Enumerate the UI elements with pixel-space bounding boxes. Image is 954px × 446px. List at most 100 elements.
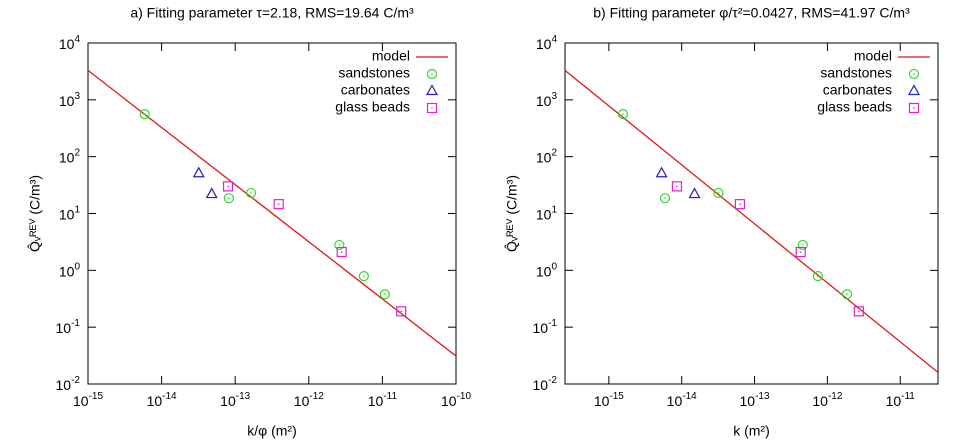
marker-ring [812,271,823,282]
marker [426,102,438,114]
y-axis-label: Q̂ᵥᴿᴱⱽ (C/m³) [503,175,519,252]
marker [713,187,724,199]
marker-box [853,306,864,317]
x-tick-label: 10-12 [294,391,324,409]
marker-ring [713,187,724,199]
marker-dot [676,185,678,188]
marker [659,193,671,204]
marker [336,246,347,258]
marker-dot [227,185,229,188]
legend-label: model [372,48,410,64]
marker-dot [338,244,341,246]
marker-box [795,246,806,258]
marker [425,84,439,96]
x-tick-label: 10-11 [368,391,398,409]
marker-box [671,181,683,192]
x-tick-label: 10-13 [740,391,770,409]
marker [426,68,438,80]
y-tick-label: 103 [59,90,81,108]
marker [908,102,920,114]
marker-dot [431,107,433,109]
marker-dot [717,192,720,194]
marker-box [734,199,746,210]
marker [192,166,205,178]
y-axis-label: Q̂ᵥᴿᴱⱽ (C/m³) [26,175,42,252]
marker [841,289,853,300]
y-tick-label: 102 [59,147,81,165]
legend-label: glass beads [817,99,892,115]
marker-ring [797,239,808,251]
marker-dot [817,275,819,277]
marker [907,84,921,96]
x-tick-label: 10-15 [73,391,103,409]
marker [245,187,257,199]
x-tick-label: 10-14 [147,391,177,409]
y-tick-label: 103 [536,90,558,108]
marker-ring [358,271,369,282]
x-tick-label: 10-10 [441,391,471,409]
marker [655,166,668,178]
marker-box [426,102,438,114]
marker [734,199,746,210]
marker-dot [913,73,915,75]
marker [222,181,234,192]
model-line [565,69,938,373]
marker [273,199,284,210]
y-tick-label: 101 [536,204,558,222]
marker [205,187,218,199]
marker [688,187,701,199]
marker-ring [334,239,345,251]
marker-dot [664,197,666,199]
marker [853,306,864,317]
marker-dot [400,310,402,313]
y-tick-label: 101 [59,204,81,222]
marker-ring [841,289,853,300]
x-tick-label: 10-12 [812,391,842,409]
marker-dot [143,113,146,115]
marker-dot [363,275,365,277]
x-axis-label: k/φ (m²) [247,423,297,439]
marker-dot [802,244,804,246]
marker [671,181,683,192]
y-tick-label: 100 [536,261,558,279]
marker-ring [908,68,920,80]
y-tick-label: 10-1 [533,318,558,336]
marker-box [273,199,284,210]
marker [908,68,920,80]
marker-ring [617,109,629,120]
y-tick-label: 100 [59,261,81,279]
marker [797,239,808,251]
legend-label: glass beads [335,99,410,115]
marker-dot [739,203,741,205]
y-tick-label: 104 [536,34,558,52]
marker-ring [139,109,150,120]
marker [223,193,234,204]
y-tick-label: 104 [59,34,81,52]
marker-dot [250,192,252,194]
marker [139,109,150,120]
y-tick-label: 102 [536,147,558,165]
marker-dot [228,197,230,199]
marker-dot [846,293,848,296]
marker [358,271,369,282]
chart-title: b) Fitting parameter φ/τ²=0.0427, RMS=41… [593,5,910,21]
marker-dot [384,293,386,296]
marker-box [222,181,234,192]
marker-dot [431,73,433,75]
marker-box [908,102,920,114]
marker-ring [659,193,671,204]
y-tick-label: 10-1 [56,318,81,336]
chart-title: a) Fitting parameter τ=2.18, RMS=19.64 C… [130,5,414,21]
x-tick-label: 10-15 [594,391,624,409]
legend-label: carbonates [341,82,410,98]
marker-dot [858,310,860,313]
x-tick-label: 10-14 [667,391,697,409]
marker-dot [799,251,802,253]
marker [812,271,823,282]
marker-ring [245,187,257,199]
marker [334,239,345,251]
x-axis-label: k (m²) [733,423,770,439]
legend-label: model [854,48,892,64]
x-tick-label: 10-13 [220,391,250,409]
